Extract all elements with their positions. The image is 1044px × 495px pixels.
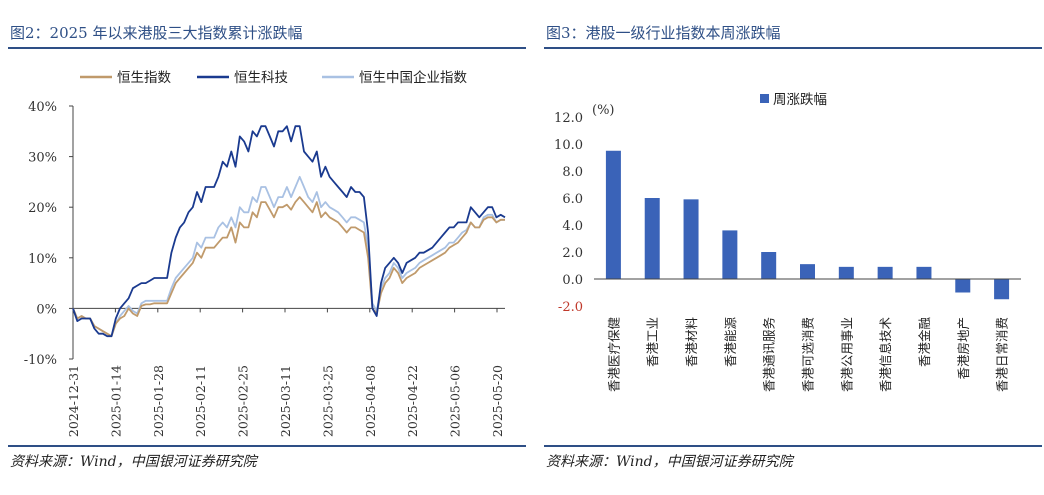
category-label: 香港日常消费 [995,317,1010,392]
category-label: 香港信息技术 [878,317,893,393]
y-tick-label: 10% [28,252,57,267]
series-line-2 [72,125,506,338]
bar-10 [955,279,971,293]
legend-label-1: 恒生指数 [117,70,171,86]
category-label: 香港通讯服务 [762,317,777,392]
bar-8 [877,266,893,279]
bar-1 [605,150,621,279]
category-label: 香港公用事业 [839,317,854,392]
bar-chart: (%) -2.0 0.0 2.0 4.0 6.0 8.0 10.0 12.0 香港医疗保健 香港工业… [554,92,1021,393]
left-title-rule [8,47,526,49]
bar-5 [761,252,777,279]
x-tick-label: 2024-12-31 [66,365,81,437]
x-tick-label: 2025-04-22 [405,365,420,437]
x-tick-label: 2025-02-25 [236,365,251,437]
right-title-rule [544,47,1042,49]
series-line-1 [72,196,505,338]
bar-9 [916,266,932,279]
category-label: 香港金融 [917,317,932,368]
y-tick-label: 6.0 [562,192,583,207]
series-line-3 [72,175,505,338]
x-tick-label: 2025-05-06 [448,365,463,437]
left-source-note: 资料来源：Wind，中国银河证券研究院 [10,454,257,470]
category-label: 香港可选消费 [801,317,816,392]
y-unit-label: (%) [592,103,615,118]
right-figure-title: 图3：港股一级行业指数本周涨跌幅 [546,24,781,42]
left-bottom-rule [8,445,526,447]
left-figure-title: 图2：2025 年以来港股三大指数累计涨跌幅 [10,24,303,42]
x-tick-label: 2025-03-11 [278,365,293,437]
legend-label-2: 恒生科技 [234,70,288,86]
y-tick-label: 30% [28,151,57,166]
y-tick-label: 4.0 [562,219,583,234]
legend-swatch [760,94,769,103]
bar-4 [722,230,738,279]
category-label: 香港工业 [645,317,660,367]
y-tick-label: 0.0 [562,273,583,288]
y-tick-label: -2.0 [558,300,583,315]
category-label: 香港房地产 [956,317,971,380]
left-figure-panel: 图2：2025 年以来港股三大指数累计涨跌幅 -10% 0% 10% 20% 30% 40… [8,24,526,470]
y-tick-label: 40% [28,100,57,115]
y-tick-label: -10% [24,353,57,368]
bar-6 [800,264,815,279]
right-source-note: 资料来源：Wind，中国银河证券研究院 [546,454,793,470]
bar-3 [683,199,699,279]
x-tick-label: 2025-01-14 [108,365,123,437]
category-label: 香港材料 [684,317,699,368]
category-label: 香港能源 [723,317,738,368]
x-tick-label: 2025-01-28 [151,365,166,437]
y-tick-label: 20% [28,201,57,216]
bar-11 [994,279,1010,300]
right-bottom-rule [544,445,1042,447]
y-tick-label: 8.0 [562,165,583,180]
y-tick-label: 0% [36,302,57,317]
x-tick-label: 2025-04-08 [363,365,378,437]
bar-2 [644,198,660,279]
y-tick-label: 2.0 [562,246,583,261]
legend-label: 周涨跌幅 [773,92,827,108]
x-tick-label: 2025-03-25 [320,365,335,437]
legend-label-3: 恒生中国企业指数 [359,69,467,86]
y-tick-label: 10.0 [554,138,583,153]
x-tick-label: 2025-05-20 [490,365,505,437]
bar-7 [838,266,854,279]
x-tick-label: 2025-02-11 [193,365,208,437]
right-figure-panel: 图3：港股一级行业指数本周涨跌幅 (%) -2.0 0.0 2.0 4.0 6.0 8.0 1… [536,0,1042,495]
line-chart: -10% 0% 10% 20% 30% 40% 2024-12-31 2025-01-14 20… [24,69,506,437]
y-tick-label: 12.0 [554,111,583,126]
category-label: 香港医疗保健 [606,317,621,393]
